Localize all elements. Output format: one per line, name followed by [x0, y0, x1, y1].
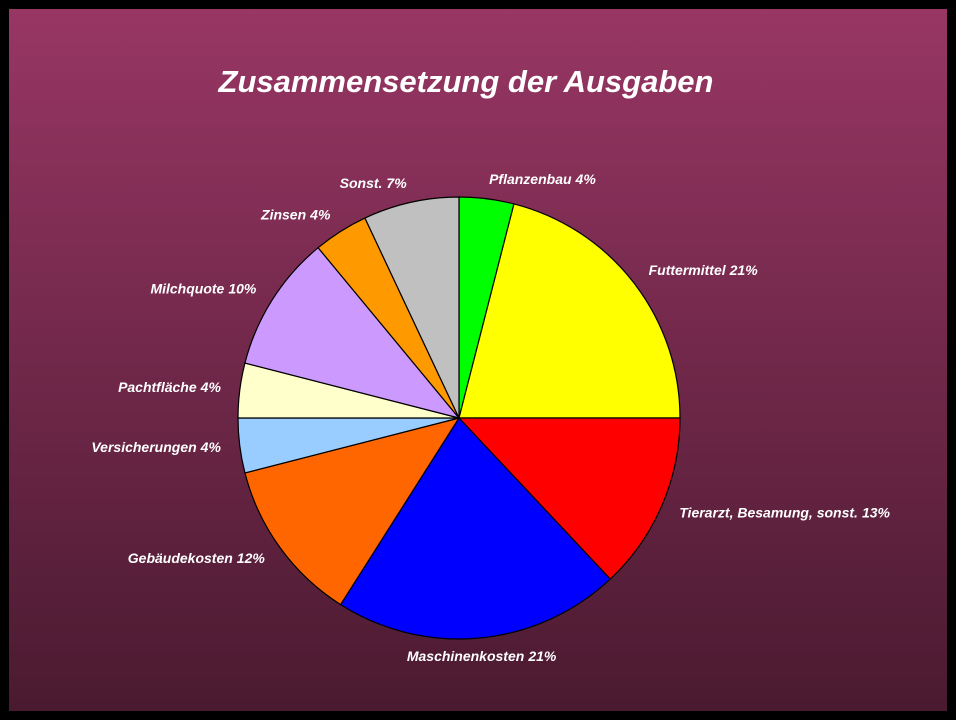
slice-label-value: 4% — [200, 379, 222, 395]
slice-label: Gebäudekosten 12% — [128, 550, 266, 566]
slice-label-name: Futtermittel — [649, 262, 727, 278]
slice-label-name: Sonst. — [340, 174, 383, 190]
slice-label-value: 4% — [309, 206, 331, 222]
slice-label-name: Versicherungen — [91, 439, 196, 455]
slice-label-value: 12% — [237, 550, 266, 566]
slice-label-value: 21% — [729, 262, 759, 278]
slice-label: Zinsen 4% — [260, 206, 331, 222]
slice-label-value: 21% — [527, 648, 557, 664]
pie-slice — [244, 417, 461, 606]
slice-label-name: Tierarzt, Besamung, sonst. — [679, 504, 858, 520]
slice-label-name: Pflanzenbau — [489, 171, 572, 187]
pie-slice — [364, 196, 460, 419]
pie-slice — [339, 417, 612, 640]
slice-label-name: Gebäudekosten — [128, 550, 233, 566]
slice-label-value: 4% — [575, 171, 597, 187]
slice-label: Versicherungen 4% — [91, 439, 221, 455]
slice-label-value: 7% — [386, 174, 407, 190]
pie-slice — [244, 246, 461, 420]
slice-label-name: Zinsen — [260, 206, 306, 222]
slice-label-name: Milchquote — [150, 280, 224, 296]
chart-title: Zusammensetzung der Ausgaben — [218, 64, 714, 99]
slice-label-name: Maschinenkosten — [407, 648, 524, 664]
slice-label-name: Pachtfläche — [118, 379, 197, 395]
slice-label-value: 13% — [862, 504, 891, 520]
slice-label: Sonst. 7% — [340, 174, 408, 190]
slice-label: Tierarzt, Besamung, sonst. 13% — [679, 504, 890, 520]
slice-label: Pachtfläche 4% — [118, 379, 221, 395]
slice-label: Futtermittel 21% — [649, 262, 759, 278]
slice-label: Maschinenkosten 21% — [407, 648, 557, 664]
slice-label: Pflanzenbau 4% — [489, 171, 596, 187]
pie-slice — [457, 417, 681, 580]
slice-label-value: 4% — [200, 439, 222, 455]
slice-label-value: 10% — [228, 280, 257, 296]
slice-label: Milchquote 10% — [150, 280, 256, 296]
pie-slice — [458, 203, 681, 419]
